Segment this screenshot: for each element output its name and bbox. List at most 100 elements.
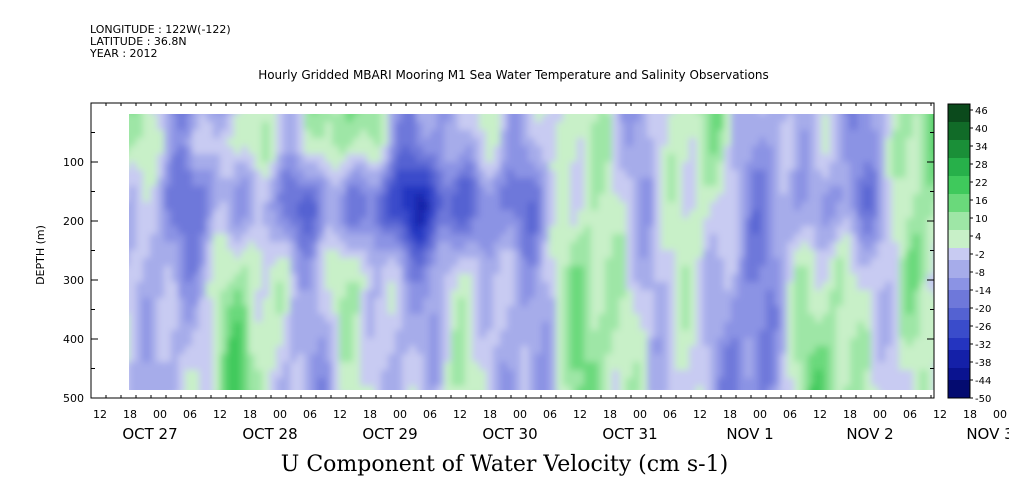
x-hour-tick-label: 18 [603,408,617,421]
x-hour-tick-label: 00 [273,408,287,421]
x-hour-tick-label: 12 [813,408,827,421]
x-hour-tick-label: 12 [93,408,107,421]
colorbar-swatch [948,230,970,237]
colorbar-swatch [948,128,970,135]
colorbar-swatch [948,338,970,345]
x-hour-tick-label: 06 [423,408,437,421]
colorbar-swatch [948,368,970,375]
x-date-label: OCT 31 [602,425,657,443]
colorbar: 46 40 34 28 22 16 10 4 -2 -8 -14 -20 -26 -32 -38 -44 -50 [947,103,991,405]
colorbar-swatch [948,284,970,291]
colorbar-swatch [948,170,970,177]
x-hour-tick-label: 18 [363,408,377,421]
colorbar-tick-label: 34 [975,142,988,153]
x-hour-tick-label: 00 [753,408,767,421]
colorbar-swatch [948,140,970,147]
colorbar-swatch [948,134,970,141]
colorbar-swatch [948,236,970,243]
colorbar-swatch [948,374,970,381]
heatmap-field [129,114,934,390]
colorbar-tick-label: 16 [975,196,988,207]
y-tick-label: 100 [63,156,84,169]
x-hour-tick-label: 00 [993,408,1007,421]
colorbar-swatch [948,182,970,189]
colorbar-swatch [948,380,970,387]
colorbar-swatch [948,290,970,297]
colorbar-swatch [948,248,970,255]
x-hour-tick-label: 18 [963,408,977,421]
colorbar-swatch [948,218,970,225]
x-hour-tick-label: 06 [183,408,197,421]
colorbar-tick-label: -20 [975,304,991,315]
axes: 12 18 00 06 12 18 00 06 12 18 00 06 12 18 00 06 12 18 00 06… [63,103,1009,443]
colorbar-swatch [948,350,970,357]
x-hour-tick-label: 18 [243,408,257,421]
colorbar-tick-label: 40 [975,124,988,135]
x-hour-tick-label: 12 [573,408,587,421]
colorbar-tick-label: -2 [975,250,985,261]
colorbar-tick-label: -50 [975,394,991,405]
colorbar-swatch [948,104,970,111]
x-hour-tick-label: 12 [453,408,467,421]
colorbar-tick-label: -38 [975,358,991,369]
colorbar-tick-label: -44 [975,376,991,387]
colorbar-tick-label: 46 [975,106,988,117]
colorbar-tick-label: 10 [975,214,988,225]
colorbar-swatch [948,344,970,351]
colorbar-swatch [948,308,970,315]
colorbar-tick-label: -32 [975,340,991,351]
colorbar-swatch [948,122,970,129]
colorbar-swatch [948,206,970,213]
colorbar-swatch [948,296,970,303]
x-hour-tick-label: 06 [663,408,677,421]
colorbar-swatch [948,320,970,327]
colorbar-swatch [948,176,970,183]
colorbar-tick-label: 22 [975,178,988,189]
longitude-label: LONGITUDE : 122W(-122) [90,23,231,36]
colorbar-swatch [948,200,970,207]
colorbar-swatch [948,266,970,273]
colorbar-tick-label: -8 [975,268,985,279]
colorbar-swatch [948,278,970,285]
x-hour-tick-label: 18 [843,408,857,421]
x-date-label: NOV 1 [726,425,773,443]
x-hour-tick-label: 06 [543,408,557,421]
x-date-label: OCT 29 [362,425,417,443]
colorbar-swatch [948,194,970,201]
y-tick-label: 500 [63,392,84,405]
colorbar-swatch [948,326,970,333]
x-hour-tick-label: 12 [333,408,347,421]
x-hour-tick-label: 12 [693,408,707,421]
colorbar-swatch [948,188,970,195]
colorbar-swatch [948,158,970,165]
x-date-label: NOV 2 [846,425,893,443]
x-hour-tick-label: 18 [483,408,497,421]
x-hour-tick-label: 00 [393,408,407,421]
x-hour-tick-label: 00 [153,408,167,421]
latitude-label: LATITUDE : 36.8N [90,35,187,48]
colorbar-swatch [948,116,970,123]
x-axis-label: U Component of Water Velocity (cm s-1) [280,452,729,477]
colorbar-tick-label: 28 [975,160,988,171]
x-date-label: OCT 28 [242,425,297,443]
y-tick-label: 300 [63,274,84,287]
chart-title: Hourly Gridded MBARI Mooring M1 Sea Wate… [258,68,769,82]
colorbar-swatch [948,272,970,279]
x-date-label: NOV 3 [966,425,1009,443]
x-hour-tick-label: 12 [213,408,227,421]
x-hour-tick-label: 00 [633,408,647,421]
x-hour-tick-label: 00 [513,408,527,421]
x-hour-tick-label: 18 [723,408,737,421]
colorbar-swatch [948,164,970,171]
colorbar-tick-label: -26 [975,322,991,333]
x-hour-tick-label: 06 [783,408,797,421]
y-tick-label: 400 [63,333,84,346]
colorbar-swatch [948,260,970,267]
colorbar-swatch [948,302,970,309]
colorbar-swatch [948,332,970,339]
colorbar-swatch [948,356,970,363]
colorbar-swatch [948,212,970,219]
colorbar-tick-label: -14 [975,286,991,297]
x-hour-tick-label: 18 [123,408,137,421]
